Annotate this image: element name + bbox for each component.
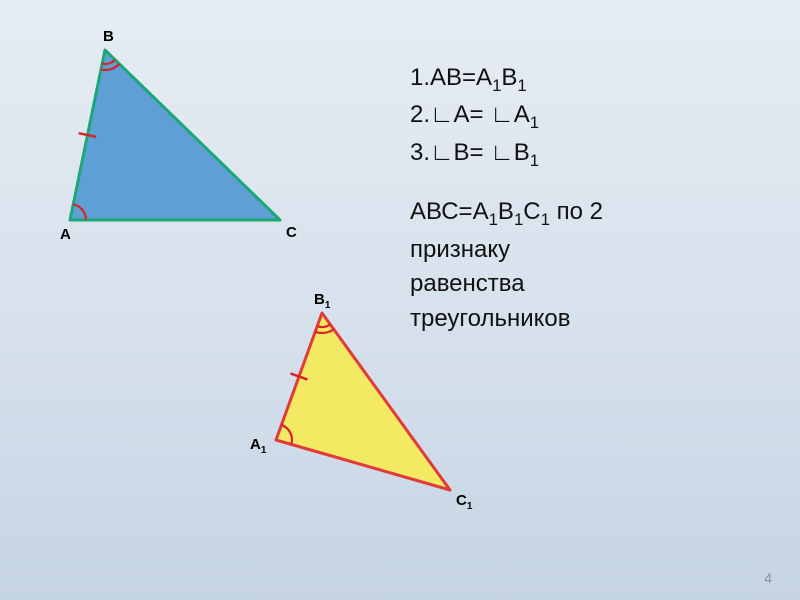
txt: С bbox=[523, 198, 540, 225]
sub: 1 bbox=[492, 76, 501, 95]
txt: В bbox=[514, 139, 530, 166]
conclusion-1: АВС=А1В1С1 по 2 bbox=[410, 196, 770, 231]
sub: 1 bbox=[530, 151, 539, 170]
txt: В bbox=[498, 198, 514, 225]
angle-symbol: ∟ bbox=[430, 101, 454, 128]
sub: 1 bbox=[514, 210, 523, 229]
line-2: 2.∟А= ∟А1 bbox=[410, 99, 770, 134]
txt: 3. bbox=[410, 139, 430, 166]
page-number: 4 bbox=[764, 570, 772, 586]
proof-text: 1.АВ=А1В1 2.∟А= ∟А1 3.∟В= ∟В1 АВС=А1В1С1… bbox=[410, 62, 770, 337]
txt: А bbox=[514, 101, 530, 128]
txt: 2. bbox=[410, 101, 430, 128]
sub: 1 bbox=[489, 210, 498, 229]
conclusion-3: равенства bbox=[410, 268, 770, 300]
vertex-label-b1: В1 bbox=[314, 291, 330, 311]
triangle-2-shape bbox=[276, 313, 450, 490]
angle-symbol: ∟ bbox=[490, 139, 514, 166]
conclusion-4: треугольников bbox=[410, 303, 770, 335]
vertex-label-a1: А1 bbox=[250, 436, 266, 456]
angle-symbol: ∟ bbox=[430, 139, 454, 166]
line-3: 3.∟В= ∟В1 bbox=[410, 137, 770, 172]
angle-symbol: ∟ bbox=[490, 101, 514, 128]
sub: 1 bbox=[517, 76, 526, 95]
txt: А= bbox=[454, 101, 491, 128]
txt: АВС=А bbox=[410, 198, 489, 225]
txt: по 2 bbox=[550, 198, 603, 225]
sub: 1 bbox=[530, 113, 539, 132]
txt: 1.АВ=А bbox=[410, 64, 492, 91]
txt: В= bbox=[454, 139, 491, 166]
vertex-label-c1: С1 bbox=[456, 492, 472, 512]
sub: 1 bbox=[541, 210, 550, 229]
slide: А В С А1 В1 С1 1.АВ=А1В1 2.∟А= ∟А1 3.∟В=… bbox=[0, 0, 800, 600]
txt: В bbox=[501, 64, 517, 91]
conclusion-2: признаку bbox=[410, 234, 770, 266]
line-1: 1.АВ=А1В1 bbox=[410, 62, 770, 97]
